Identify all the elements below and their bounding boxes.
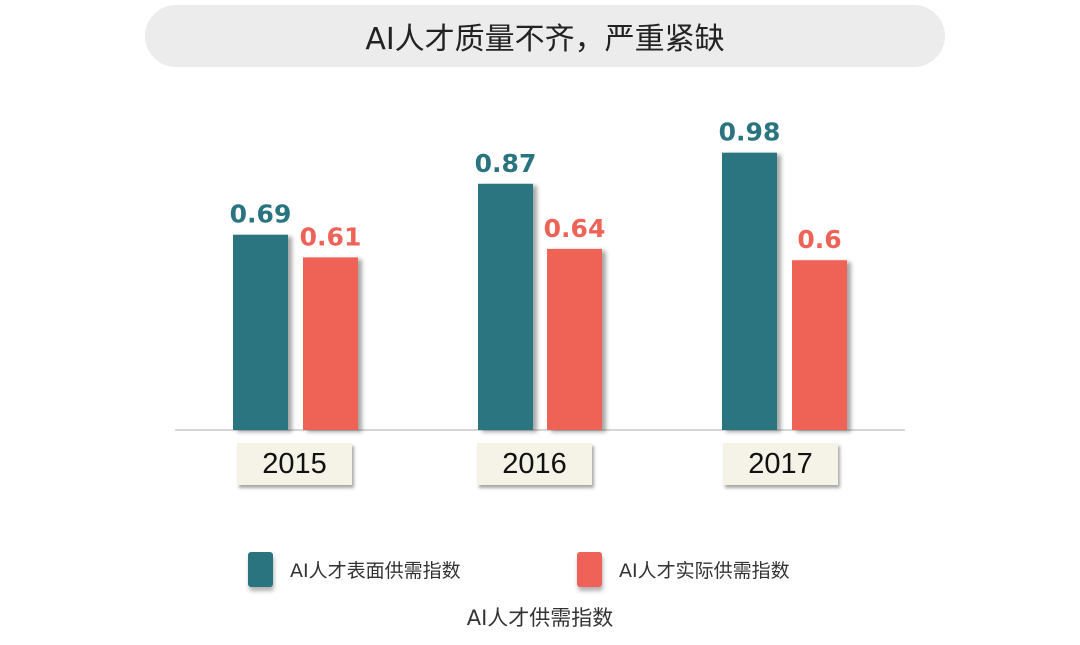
chart-subtitle: AI人才供需指数 [466, 606, 614, 630]
data-label-2017-series-1: 0.6 [797, 225, 841, 254]
legend-label-surface: AI人才表面供需指数 [290, 560, 461, 582]
legend-swatch-surface [248, 552, 273, 587]
bar-2017-series-1 [792, 260, 847, 430]
data-label-2016-series-1: 0.64 [544, 214, 606, 243]
bar-2015-series-1 [303, 257, 358, 430]
bar-2015-series-0 [233, 234, 288, 430]
legend-item-surface: AI人才表面供需指数 [248, 552, 461, 587]
data-label-2017-series-0: 0.98 [719, 118, 781, 147]
data-label-2015-series-0: 0.69 [230, 200, 292, 229]
legend-item-actual: AI人才实际供需指数 [577, 552, 790, 587]
data-label-2015-series-1: 0.61 [300, 222, 362, 251]
bar-2016-series-0 [478, 183, 533, 430]
bar-2016-series-1 [547, 248, 602, 430]
legend-label-actual: AI人才实际供需指数 [619, 560, 790, 582]
chart-title: AI人才质量不齐，严重紧缺 [145, 5, 945, 67]
category-label-2017: 2017 [723, 443, 838, 485]
category-label-2016: 2016 [477, 443, 592, 485]
category-label-2015: 2015 [237, 443, 352, 485]
data-label-2016-series-0: 0.87 [475, 149, 537, 178]
legend-swatch-actual [577, 552, 602, 587]
bar-2017-series-0 [722, 152, 777, 430]
